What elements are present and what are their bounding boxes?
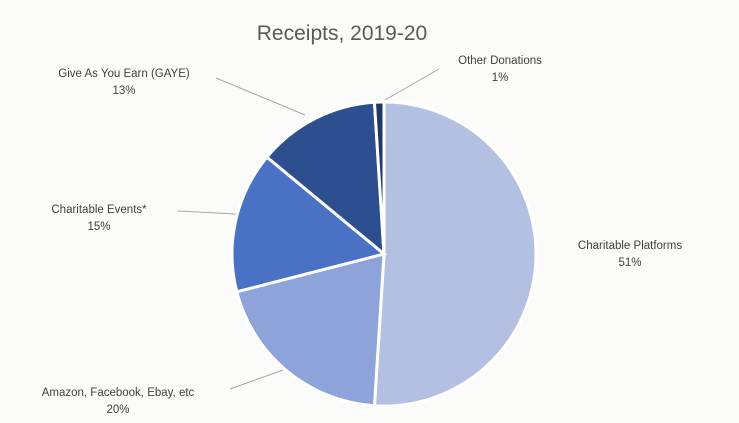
slice-label-charitable-events: Charitable Events* 15% [51,204,147,233]
slice-name: Charitable Events* [51,204,147,216]
slice-labels: Charitable Platforms 51% Amazon, Facebook,… [42,55,683,416]
slice-label-other-donations: Other Donations 1% [458,55,542,84]
pie-slices [230,100,538,408]
slice-percent: 51% [618,257,641,269]
slice-label-amazon-facebook-ebay-etc: Amazon, Facebook, Ebay, etc 20% [42,387,195,416]
leader-line-give-as-you-earn-gaye [215,77,306,116]
slice-label-charitable-platforms: Charitable Platforms 51% [578,240,682,269]
leader-line-charitable-events [177,210,237,215]
slice-other-donations [372,100,386,255]
slice-give-as-you-earn-gaye [264,100,386,258]
slice-percent: 1% [492,72,509,84]
leader-line-other-donations [384,68,440,101]
slice-name: Charitable Platforms [578,240,682,252]
slice-percent: 13% [112,85,135,97]
leader-lines [177,68,440,390]
slice-name: Other Donations [458,55,542,67]
slice-amazon-facebook-ebay-etc [234,252,386,408]
slice-charitable-events [230,154,388,294]
slice-percent: 15% [87,221,110,233]
slice-name: Give As You Earn (GAYE) [58,68,190,80]
leader-line-amazon-facebook-ebay-etc [229,369,284,390]
slice-label-give-as-you-earn-gaye: Give As You Earn (GAYE) 13% [58,68,190,97]
slice-percent: 20% [106,404,129,416]
slice-charitable-platforms [372,100,538,408]
slice-name: Amazon, Facebook, Ebay, etc [42,387,195,399]
chart-title: Receipts, 2019-20 [257,22,427,45]
